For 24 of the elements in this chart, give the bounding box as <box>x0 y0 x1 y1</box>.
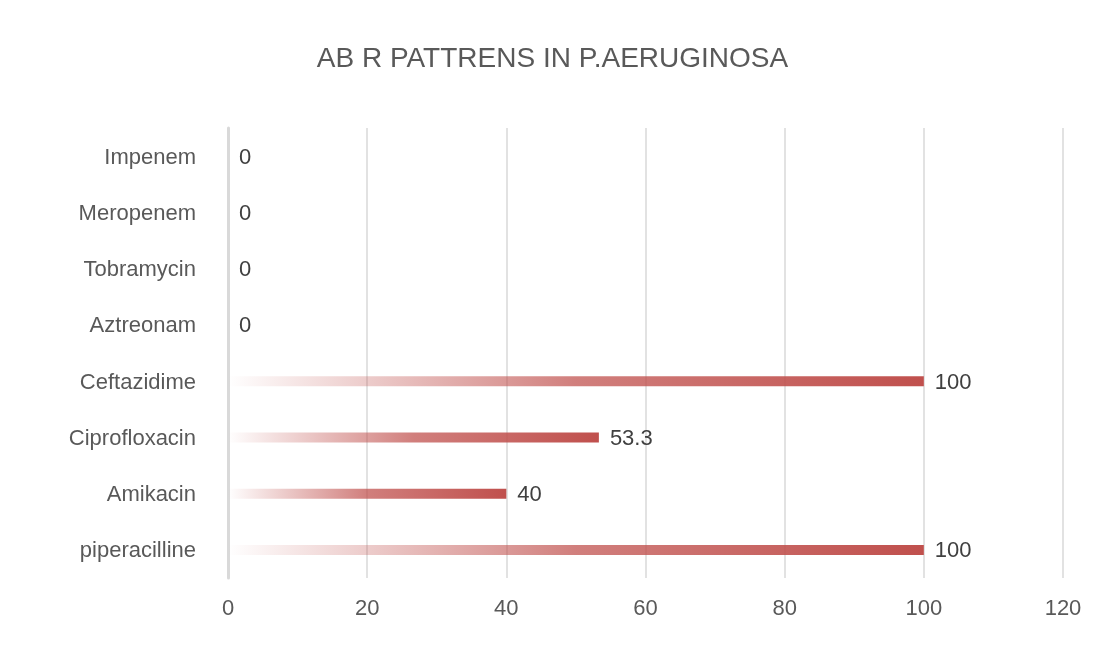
y-tick-label: Meropenem <box>78 199 196 225</box>
chart-title: AB R PATTRENS IN P.AERUGINOSA <box>316 41 789 73</box>
y-tick-label: Ceftazidime <box>79 368 196 394</box>
data-label: 100 <box>934 537 972 563</box>
data-label: 0 <box>239 312 252 338</box>
y-tick-label: Ciprofloxacin <box>68 424 196 450</box>
y-tick-label: Tobramycin <box>83 256 196 282</box>
x-tick-label: 100 <box>905 594 943 620</box>
data-label: 100 <box>934 368 972 394</box>
y-tick-label: Impenem <box>104 143 196 169</box>
x-tick-label: 80 <box>772 594 797 620</box>
data-label: 0 <box>239 143 252 169</box>
data-label: 0 <box>239 199 252 225</box>
y-tick-label: Amikacin <box>106 481 196 507</box>
y-tick-label: piperacilline <box>79 537 196 563</box>
data-label: 0 <box>239 256 252 282</box>
data-label: 40 <box>517 481 542 507</box>
x-tick-label: 120 <box>1044 594 1082 620</box>
y-tick-label: Aztreonam <box>89 312 196 338</box>
x-tick-label: 40 <box>494 594 519 620</box>
x-tick-label: 20 <box>354 594 380 620</box>
data-label: 53.3 <box>609 424 653 450</box>
x-tick-label: 0 <box>221 594 235 620</box>
x-tick-label: 60 <box>633 594 658 620</box>
